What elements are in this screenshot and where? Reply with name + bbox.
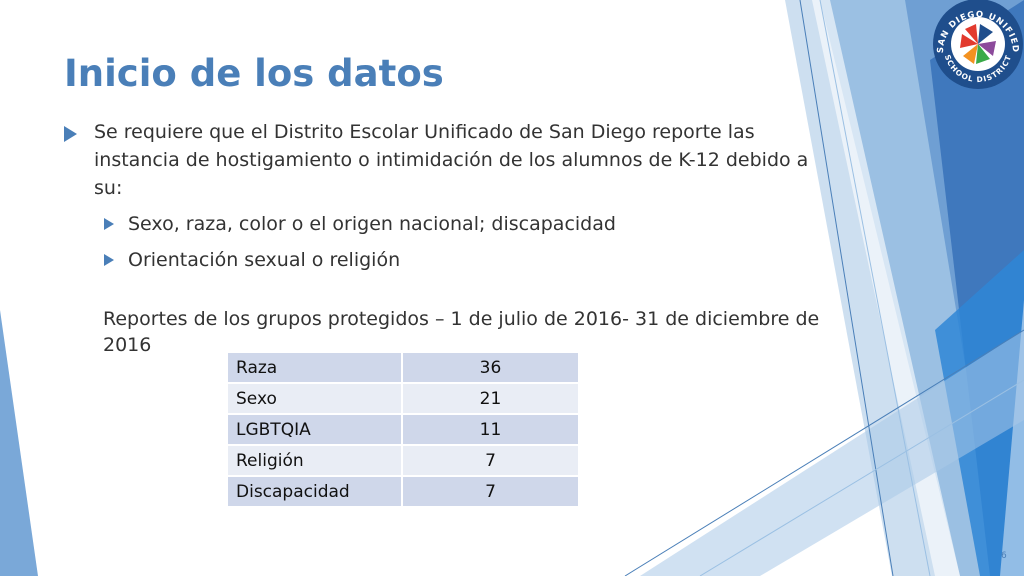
- table-cell-label: Sexo: [228, 384, 403, 415]
- slide-title: Inicio de los datos: [64, 52, 444, 95]
- table-row: Sexo 21: [228, 384, 578, 415]
- table-cell-label: LGBTQIA: [228, 415, 403, 446]
- deco-line-4: [699, 379, 1024, 576]
- table-cell-label: Raza: [228, 353, 403, 384]
- table-cell-value: 21: [403, 384, 578, 415]
- district-logo: SAN DIEGO UNIFIED SCHOOL DISTRICT: [933, 0, 1023, 89]
- bullet-arrow-icon: [104, 218, 114, 230]
- sub-bullet: Orientación sexual o religión: [104, 246, 824, 274]
- deco-line-2: [819, 0, 931, 576]
- protected-groups-table: Raza 36 Sexo 21 LGBTQIA 11 Religión 7 Di…: [228, 353, 578, 508]
- table-cell-label: Religión: [228, 446, 403, 477]
- sub-bullet: Sexo, raza, color o el origen nacional; …: [104, 210, 824, 238]
- table-cell-label: Discapacidad: [228, 477, 403, 508]
- table-row: Discapacidad 7: [228, 477, 578, 508]
- table-cell-value: 7: [403, 477, 578, 508]
- bullet-arrow-icon: [64, 126, 77, 142]
- deco-line-3: [624, 329, 1024, 576]
- bullet-list: Se requiere que el Distrito Escolar Unif…: [64, 118, 824, 274]
- table-row: LGBTQIA 11: [228, 415, 578, 446]
- bullet-main: Se requiere que el Distrito Escolar Unif…: [64, 118, 824, 202]
- facet-lower-left: [640, 330, 1024, 576]
- bullet-arrow-icon: [104, 254, 114, 266]
- sub-bullet-text: Orientación sexual o religión: [128, 249, 401, 271]
- logo-pinwheel-icon: [960, 24, 996, 64]
- sub-bullet-text: Sexo, raza, color o el origen nacional; …: [128, 213, 616, 235]
- bullet-main-text: Se requiere que el Distrito Escolar Unif…: [94, 121, 809, 199]
- table-cell-value: 11: [403, 415, 578, 446]
- deco-line-1: [799, 0, 894, 576]
- table-cell-value: 7: [403, 446, 578, 477]
- page-number: 6: [1001, 551, 1007, 561]
- table-row: Religión 7: [228, 446, 578, 477]
- report-period-text: Reportes de los grupos protegidos – 1 de…: [103, 308, 820, 356]
- left-edge-stripe: [0, 310, 38, 576]
- table-row: Raza 36: [228, 353, 578, 384]
- table-cell-value: 36: [403, 353, 578, 384]
